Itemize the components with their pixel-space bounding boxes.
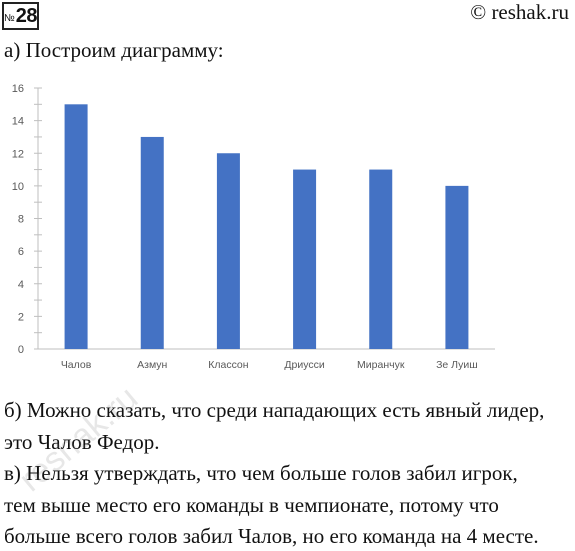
y-tick-label: 6 xyxy=(18,246,24,258)
y-tick-label: 4 xyxy=(18,279,24,291)
part-c-line1: в) Нельзя утверждать, что чем больше гол… xyxy=(4,461,518,485)
part-b-line2: это Чалов Федор. xyxy=(4,430,160,454)
bar xyxy=(369,169,393,349)
y-tick-label: 0 xyxy=(18,344,24,356)
x-tick-label: Миранчук xyxy=(357,359,405,371)
x-tick-label: Дриусси xyxy=(284,359,324,371)
part-a-text: а) Построим диаграмму: xyxy=(4,38,224,62)
part-c-line3: больше всего голов забил Чалов, но его к… xyxy=(4,524,539,548)
x-tick-label: Зе Луиш xyxy=(436,359,478,371)
number-sign: № xyxy=(4,12,15,24)
site-credit: © reshak.ru xyxy=(470,0,569,24)
x-tick-label: Классон xyxy=(208,359,249,371)
y-tick-label: 12 xyxy=(12,148,24,160)
y-tick-label: 8 xyxy=(18,214,24,226)
part-b-line1: б) Можно сказать, что среди нападающих е… xyxy=(4,398,545,422)
x-tick-label: Чалов xyxy=(61,359,92,371)
y-tick-label: 14 xyxy=(12,116,24,128)
task-number: 28 xyxy=(15,4,38,27)
y-tick-label: 2 xyxy=(18,311,24,323)
bar xyxy=(140,136,164,349)
part-c-line2: тем выше место его команды в чемпионате,… xyxy=(4,493,499,517)
y-tick-label: 16 xyxy=(12,83,24,95)
bar xyxy=(445,185,469,349)
x-tick-label: Азмун xyxy=(137,359,167,371)
task-number-badge: № 28 xyxy=(2,2,39,30)
y-tick-label: 10 xyxy=(12,181,24,193)
bar xyxy=(216,153,240,349)
bar-chart: 0 2 4 6 8 10 12 14 16 Чалов Азмун Классон Дриусси Мир… xyxy=(12,83,495,371)
bar xyxy=(293,169,317,349)
bar xyxy=(64,104,88,349)
